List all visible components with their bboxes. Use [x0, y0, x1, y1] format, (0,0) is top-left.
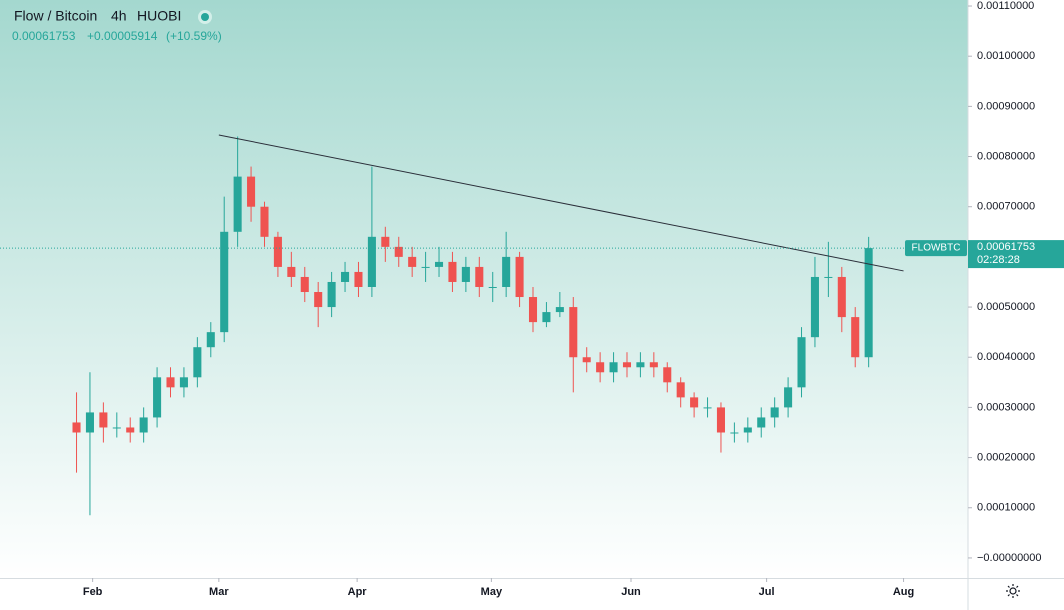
y-tick-label: 0.00070000 [977, 201, 1035, 213]
status-dot [201, 13, 209, 21]
candle-body [260, 206, 269, 237]
candle-body [837, 276, 846, 318]
candle-body [555, 307, 564, 313]
x-tick-label: Mar [209, 586, 229, 598]
candle-body [515, 256, 524, 298]
candle-body [139, 417, 148, 433]
y-tick-label: 0.00010000 [977, 502, 1035, 514]
candle-body [757, 417, 766, 428]
x-tick-label: Jul [759, 586, 775, 598]
candle-body [408, 256, 417, 267]
y-tick-label: 0.00020000 [977, 451, 1035, 463]
candle-body [287, 266, 296, 277]
candle-body [663, 367, 672, 383]
candle-body [126, 427, 135, 433]
candle-body [179, 377, 188, 388]
candle-body [112, 427, 121, 429]
countdown-label: 02:28:28 [977, 254, 1020, 266]
x-tick-label: May [481, 586, 503, 598]
candle-body [703, 407, 712, 409]
candle-body [743, 427, 752, 433]
interval: 4h [111, 8, 127, 24]
candle-body [730, 432, 739, 434]
y-tick-label: 0.00110000 [977, 0, 1034, 12]
symbol-tag [905, 240, 967, 257]
candle-body [784, 387, 793, 408]
candle-body [314, 292, 323, 308]
candle-body [488, 286, 497, 288]
candle-body [716, 407, 725, 433]
candle-body [770, 407, 779, 418]
y-tick-label: −0.00000000 [977, 552, 1042, 564]
candle-body [636, 362, 645, 368]
candle-body [448, 261, 457, 282]
price-tag [968, 240, 1064, 269]
x-tick-label: Jun [621, 586, 641, 598]
candle-body [166, 377, 175, 388]
candle-body [153, 377, 162, 418]
candle-body [676, 382, 685, 398]
price-change-pct: (+10.59%) [166, 29, 222, 43]
candle-body [85, 412, 94, 433]
candle-body [367, 236, 376, 287]
y-tick-label: 0.00050000 [977, 301, 1035, 313]
exchange: HUOBI [137, 8, 181, 24]
candle-body [99, 412, 108, 428]
candle-body [233, 176, 242, 232]
candle-body [622, 362, 632, 368]
candle-body [824, 276, 833, 278]
candle-body [797, 337, 806, 388]
candle-body [394, 246, 403, 257]
settings-icon[interactable] [1006, 584, 1020, 598]
candle-body [220, 231, 229, 333]
candle-body [300, 276, 309, 293]
x-tick-label: Aug [893, 586, 914, 598]
last-price: 0.00061753 [12, 29, 76, 43]
candle-body [461, 266, 470, 282]
candle-body [851, 317, 860, 358]
candle-body [649, 362, 658, 368]
y-tick-label: 0.00090000 [977, 100, 1035, 112]
y-tick-label: 0.00030000 [977, 401, 1035, 413]
candle-body [596, 362, 605, 373]
candle-body [434, 261, 444, 267]
y-tick-label: 0.00100000 [977, 50, 1035, 62]
candle-body [247, 176, 256, 207]
y-tick-label: 0.00080000 [977, 150, 1035, 162]
candle-body [690, 397, 699, 408]
price-tag-label: 0.00061753 [977, 241, 1035, 253]
price-change: +0.00005914 [87, 29, 158, 43]
candle-body [582, 357, 591, 363]
candle-body [206, 332, 215, 348]
x-tick-label: Feb [83, 586, 103, 598]
candle-body [341, 271, 350, 282]
x-tick-label: Apr [348, 586, 368, 598]
candle-body [502, 256, 511, 287]
candle-body [542, 312, 551, 323]
candle-body [72, 422, 81, 433]
candle-body [421, 266, 430, 268]
candle-body [381, 236, 390, 247]
symbol-tag-label: FLOWBTC [912, 243, 961, 254]
y-tick-label: 0.00040000 [977, 351, 1035, 363]
plot-background [0, 0, 968, 578]
candle-body [864, 248, 873, 358]
candle-body [609, 362, 618, 373]
candle-body [528, 297, 538, 323]
candle-body [193, 347, 202, 378]
candle-body [354, 271, 363, 287]
candle-body [327, 281, 336, 308]
candle-body [810, 276, 819, 338]
symbol-title: Flow / Bitcoin [14, 8, 97, 24]
candle-body [475, 266, 484, 287]
candle-body [273, 236, 282, 267]
candle-body [569, 307, 578, 358]
